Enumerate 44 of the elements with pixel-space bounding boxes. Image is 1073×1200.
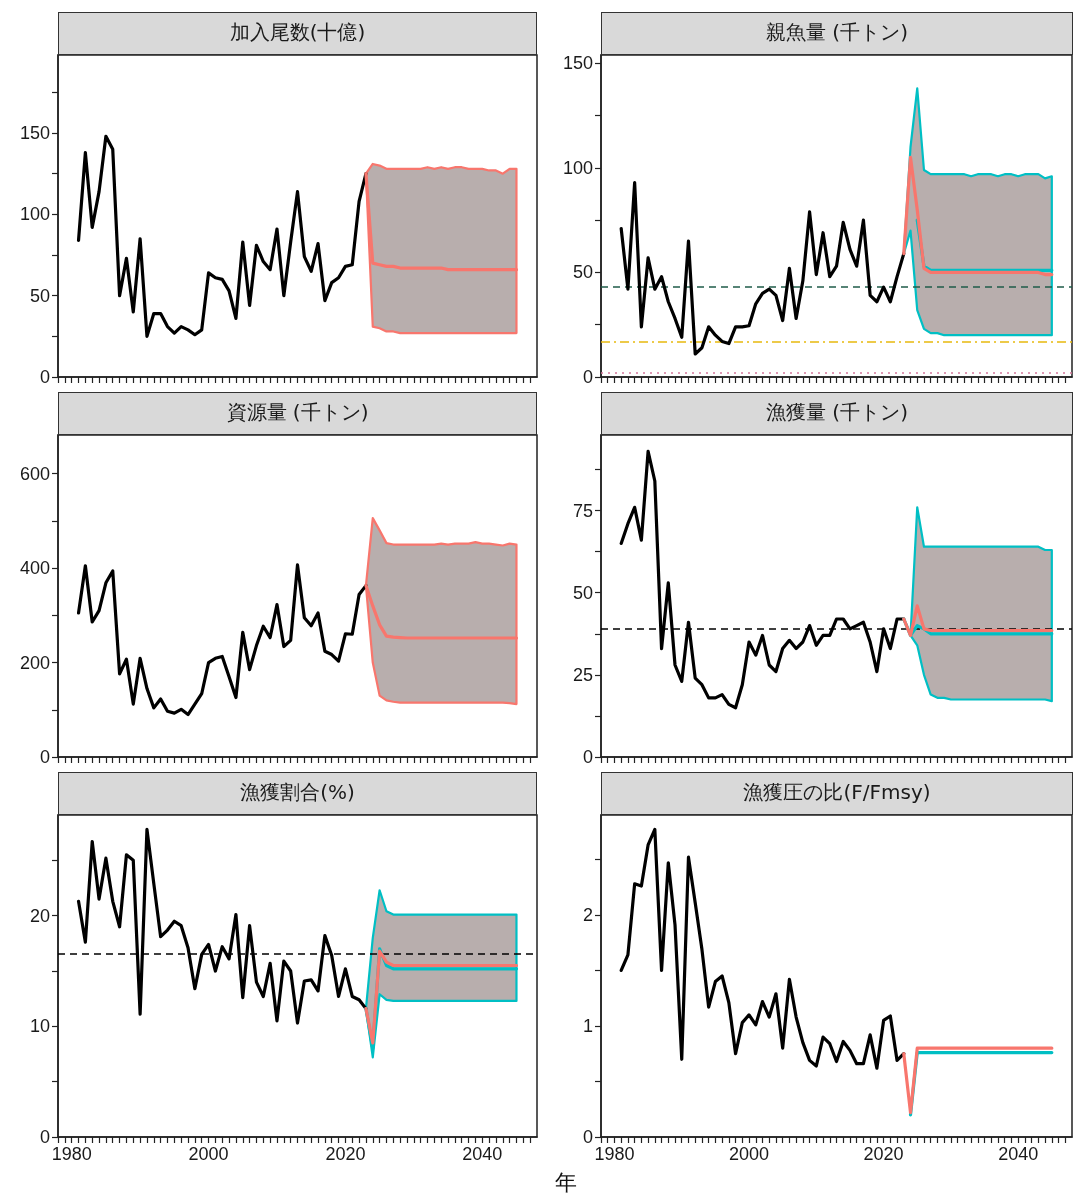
y-tick-label: 0 [39,1127,50,1147]
y-tick-label: 1 [582,1015,593,1036]
y-tick-label: 2 [582,904,593,925]
y-tick-label: 150 [19,123,50,144]
y-tick-label: 0 [582,367,593,387]
line-series [619,180,906,356]
chart-title: 漁獲量 (千トン) [601,392,1073,435]
y-tick-label: 100 [562,157,593,178]
x-tick-label: 2020 [325,1144,366,1164]
x-tick-label: 2000 [188,1144,229,1164]
y-tick-label: 10 [29,1016,50,1037]
y-tick-label: 200 [19,652,50,673]
y-tick-label: 75 [572,500,593,521]
chart-title: 資源量 (千トン) [58,392,537,435]
chart-title: 漁獲割合(%) [58,772,537,815]
x-tick-label: 2000 [729,1144,770,1164]
line-series [76,563,368,717]
y-tick-label: 600 [19,463,50,484]
y-tick-label: 150 [562,53,593,74]
y-tick-label: 25 [572,664,593,685]
x-tick-label: 1980 [594,1144,635,1164]
line-series [76,134,368,338]
x-tick-label: 1980 [51,1144,92,1164]
x-tick-label: 2020 [863,1144,904,1164]
line-series [902,604,1054,638]
y-tick-label: 100 [19,204,50,225]
chart-title: 加入尾数(十億) [58,12,537,55]
x-tick-label: 2040 [998,1144,1039,1164]
chart-title: 親魚量 (千トン) [601,12,1073,55]
y-tick-label: 50 [29,285,50,306]
line-series [364,172,519,272]
y-tick-label: 0 [582,747,593,767]
y-tick-label: 50 [572,582,593,603]
chart-title: 漁獲圧の比(F/Fmsy) [601,772,1073,815]
y-tick-label: 20 [29,905,50,926]
y-tick-label: 0 [39,367,50,387]
y-tick-label: 50 [572,262,593,283]
x-axis-title: 年 [555,1169,577,1197]
line-series [902,155,1054,277]
y-tick-label: 0 [39,747,50,767]
y-tick-label: 400 [19,558,50,579]
y-tick-label: 0 [582,1127,593,1147]
line-series [364,584,519,640]
x-tick-label: 2040 [462,1144,503,1164]
